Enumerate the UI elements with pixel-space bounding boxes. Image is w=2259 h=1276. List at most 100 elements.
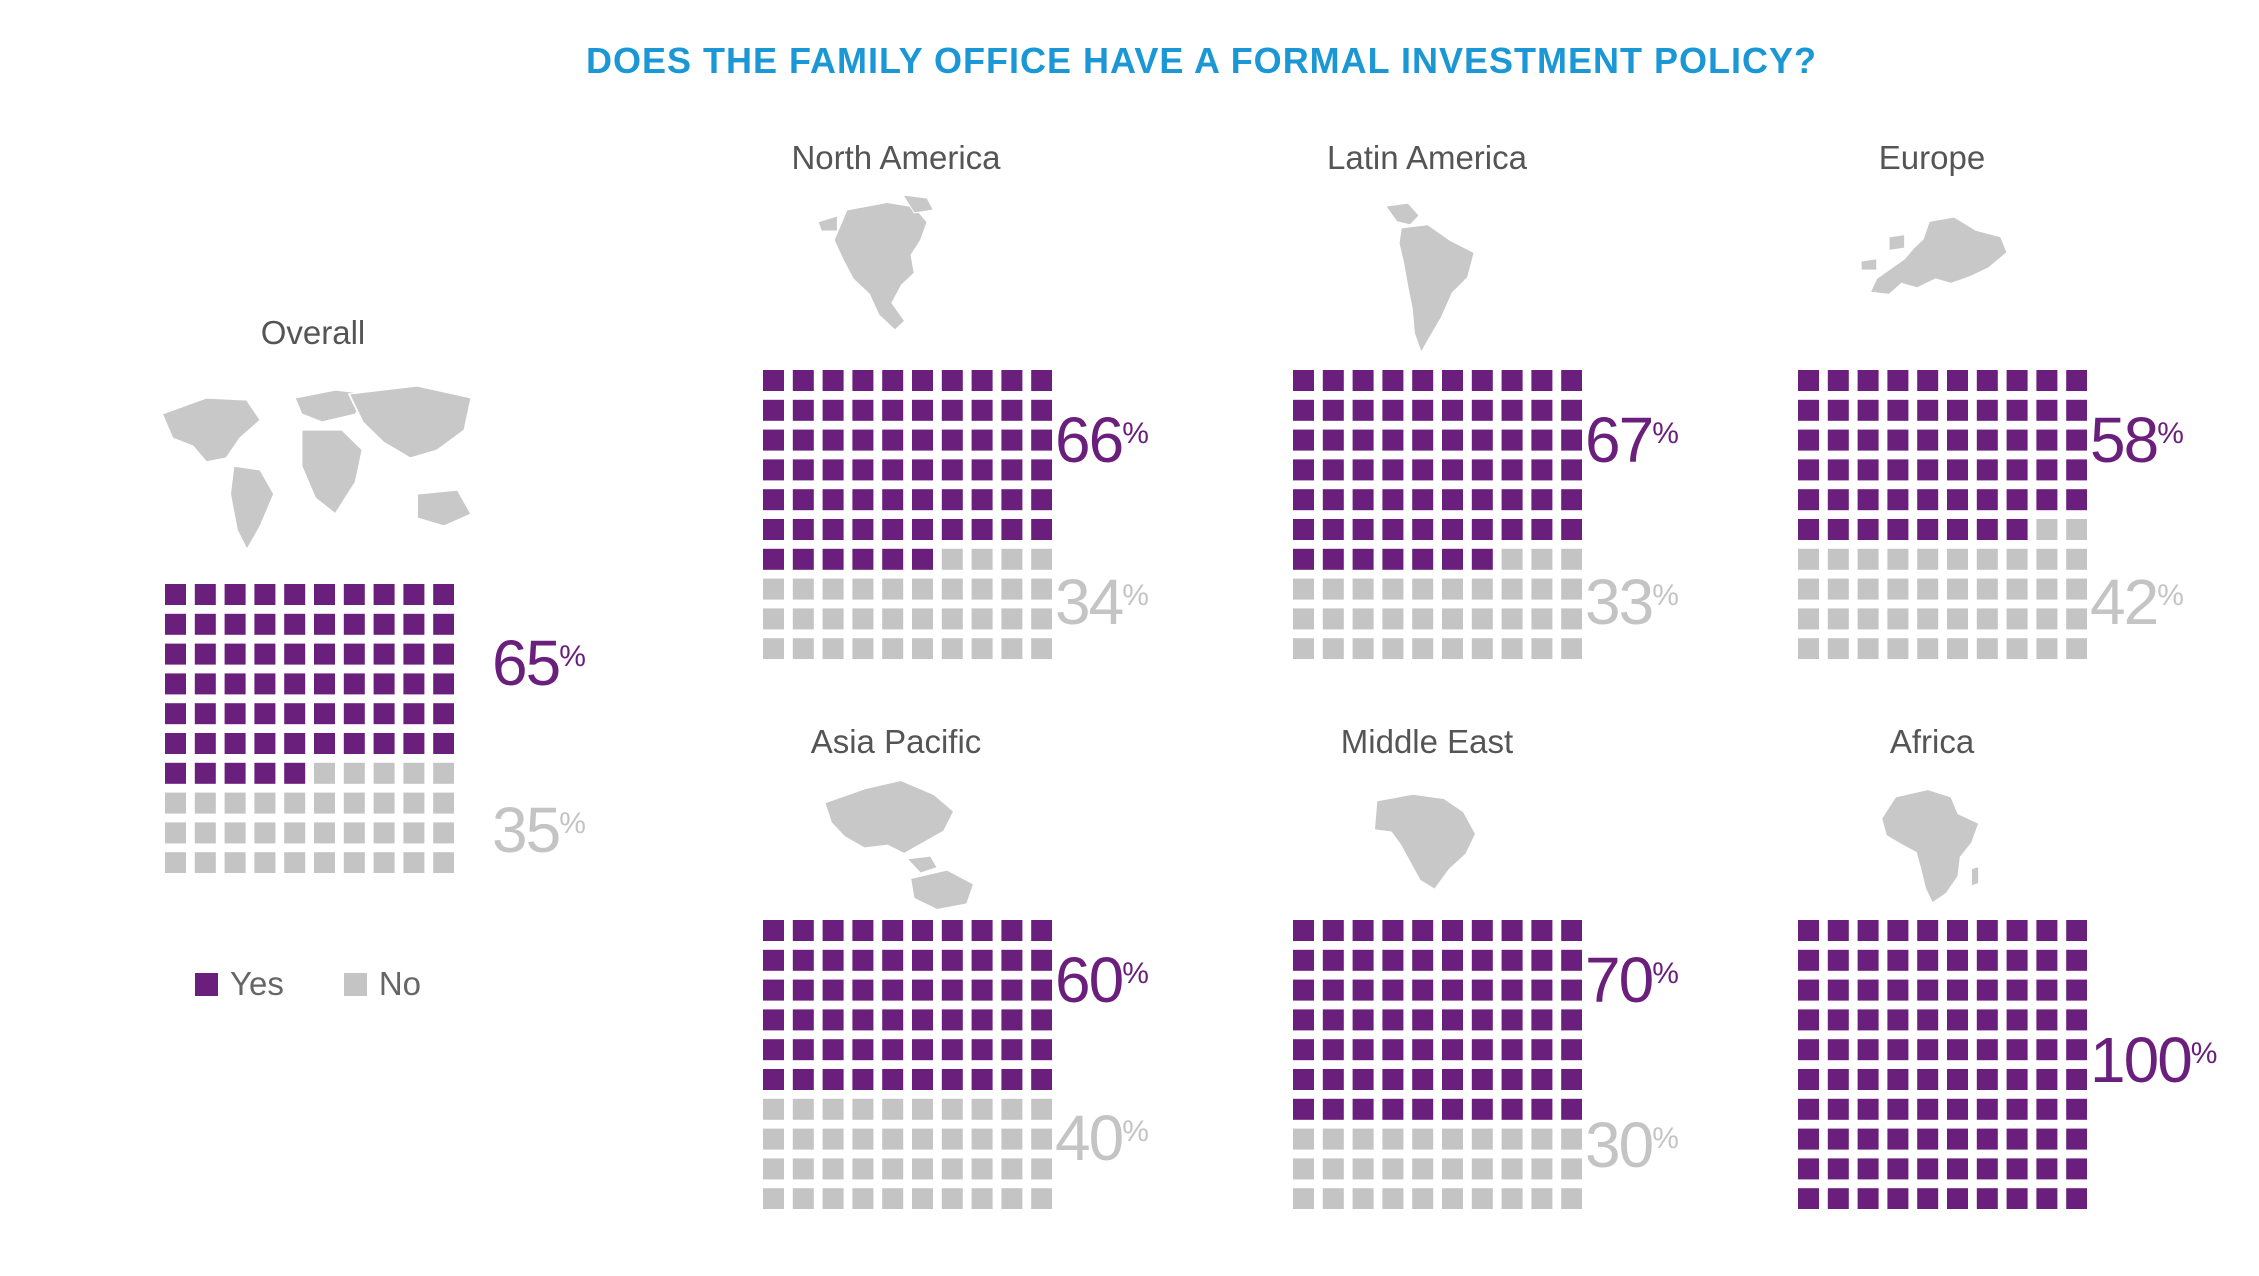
waffle-cell-yes — [822, 548, 844, 570]
percent-sign: % — [2157, 579, 2184, 612]
waffle-cell-yes — [2036, 1158, 2058, 1180]
waffle-cell-yes — [1887, 1039, 1909, 1061]
waffle-cell-no — [343, 762, 365, 784]
waffle-cell-yes — [1501, 370, 1523, 391]
waffle-cell-yes — [194, 613, 216, 635]
waffle-cell-yes — [1352, 1009, 1374, 1031]
waffle-cell-yes — [2036, 489, 2058, 511]
percent-sign: % — [2190, 1037, 2218, 1070]
waffle-cell-yes — [2006, 1039, 2028, 1061]
waffle-cell-yes — [1827, 370, 1849, 391]
waffle-cell-no — [1531, 548, 1553, 570]
waffle-cell-yes — [224, 643, 246, 665]
waffle-cell-no — [1561, 578, 1583, 600]
waffle-cell-yes — [1442, 429, 1463, 451]
waffle-cell-yes — [1887, 1158, 1909, 1180]
waffle-cell-yes — [1976, 370, 1998, 391]
waffle-cell-yes — [343, 613, 365, 635]
waffle-cell-yes — [1887, 489, 1909, 511]
waffle-cell-yes — [1442, 1009, 1463, 1031]
waffle-cell-no — [1382, 1128, 1404, 1150]
waffle-cell-yes — [1322, 370, 1344, 391]
waffle-cell-yes — [2036, 949, 2058, 971]
waffle-cell-yes — [403, 584, 425, 605]
waffle-cell-yes — [194, 643, 216, 665]
waffle-cell-no — [1887, 608, 1909, 630]
waffle-cell-no — [1322, 608, 1344, 630]
waffle-cell-no — [1001, 548, 1023, 570]
waffle-cell-no — [1471, 638, 1493, 660]
waffle-cell-yes — [882, 519, 904, 540]
waffle-cell-yes — [941, 519, 963, 540]
waffle-cell-no — [1501, 548, 1523, 570]
waffle-cell-no — [403, 852, 425, 874]
waffle-cell-yes — [1031, 949, 1053, 971]
waffle-cell-yes — [1293, 459, 1314, 481]
percent-sign: % — [1122, 957, 1149, 990]
waffle-cell-yes — [1382, 949, 1404, 971]
waffle-cell-no — [1412, 608, 1434, 630]
waffle-cell-no — [1293, 578, 1314, 600]
waffle-cell-no — [343, 822, 365, 844]
waffle-cell-yes — [2066, 489, 2088, 511]
waffle-cell-yes — [2036, 1039, 2058, 1061]
waffle-cell-yes — [2066, 459, 2088, 481]
waffle-cell-yes — [941, 429, 963, 451]
waffle-cell-yes — [912, 1009, 933, 1031]
percent-sign: % — [1652, 417, 1679, 450]
waffle-cell-yes — [1412, 1069, 1434, 1090]
waffle-cell-yes — [284, 733, 306, 754]
waffle-cell-yes — [1561, 459, 1583, 481]
north-america-map-icon — [817, 195, 935, 331]
percent-sign: % — [559, 807, 586, 840]
waffle-cell-no — [1857, 608, 1879, 630]
waffle-cell-yes — [1827, 949, 1849, 971]
waffle-cell-yes — [1947, 1128, 1968, 1150]
no-percent-europe: 42% — [2090, 566, 2184, 638]
waffle-cell-no — [343, 792, 365, 814]
waffle-cell-yes — [2066, 1128, 2088, 1150]
waffle-cell-yes — [2006, 1098, 2028, 1120]
waffle-cell-yes — [1471, 399, 1493, 421]
waffle-cell-yes — [822, 920, 844, 941]
waffle-cell-no — [852, 1188, 874, 1210]
waffle-cell-yes — [1857, 459, 1879, 481]
waffle-cell-no — [254, 852, 276, 874]
waffle-cell-yes — [1382, 459, 1404, 481]
waffle-cell-yes — [2006, 1158, 2028, 1180]
waffle-cell-yes — [1887, 399, 1909, 421]
waffle-cell-yes — [165, 584, 186, 605]
waffle-cell-yes — [852, 429, 874, 451]
waffle-cell-no — [1352, 638, 1374, 660]
waffle-cell-yes — [284, 643, 306, 665]
waffle-cell-yes — [1947, 1069, 1968, 1090]
waffle-cell-yes — [1471, 979, 1493, 1001]
waffle-cell-yes — [1798, 519, 1819, 540]
waffle-cell-yes — [941, 979, 963, 1001]
latin-america-map-icon-shape — [1398, 224, 1475, 353]
waffle-cell-no — [971, 578, 993, 600]
waffle-cell-yes — [2066, 1009, 2088, 1031]
waffle-cell-yes — [1382, 979, 1404, 1001]
waffle-cell-no — [1031, 1188, 1053, 1210]
waffle-cell-yes — [1501, 429, 1523, 451]
waffle-cell-yes — [2066, 399, 2088, 421]
waffle-cell-no — [1917, 638, 1939, 660]
percent-sign: % — [2157, 417, 2184, 450]
waffle-cell-yes — [1887, 949, 1909, 971]
yes-percent-overall: 65% — [492, 627, 586, 699]
waffle-cell-yes — [1976, 1098, 1998, 1120]
waffle-cell-yes — [971, 979, 993, 1001]
waffle-cell-yes — [2036, 1188, 2058, 1210]
waffle-cell-yes — [1976, 949, 1998, 971]
waffle-cell-yes — [2066, 949, 2088, 971]
waffle-cell-yes — [1322, 949, 1344, 971]
waffle-cell-no — [2006, 578, 2028, 600]
waffle-cell-yes — [792, 489, 814, 511]
waffle-cell-yes — [1471, 548, 1493, 570]
waffle-cell-no — [941, 1158, 963, 1180]
waffle-cell-yes — [314, 673, 335, 695]
waffle-cell-yes — [1501, 459, 1523, 481]
waffle-cell-yes — [1412, 949, 1434, 971]
north-america-map-icon-shape — [833, 202, 928, 331]
